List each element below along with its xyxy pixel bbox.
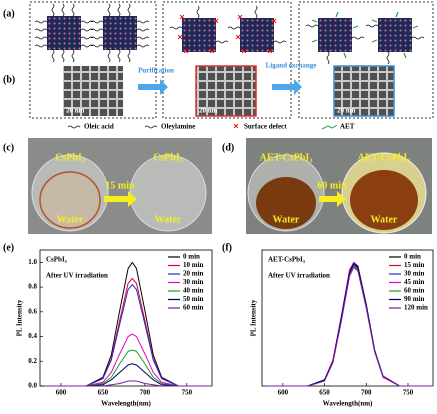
legend-icon	[144, 125, 158, 129]
panel-label: (c)	[3, 142, 14, 153]
annotation: After UV irradiation	[268, 272, 330, 280]
arrow-label: Purification	[138, 67, 174, 75]
x-tick-label: 750	[182, 389, 193, 397]
legend-text: AET	[340, 123, 355, 131]
legend-icon	[321, 124, 338, 130]
legend-text: 20 min	[183, 270, 204, 278]
photo-label: Water	[273, 214, 300, 225]
scale-bar: 20 nm	[199, 107, 218, 115]
photo-label: Water	[371, 214, 398, 225]
photo-label: CsPbI₃	[153, 152, 183, 163]
arrow-label: Ligand exchange	[266, 62, 317, 70]
nanocrystal	[170, 6, 228, 56]
x-tick-label: 700	[361, 389, 372, 397]
y-tick-label: 0.6	[28, 307, 37, 315]
series-line	[44, 380, 212, 387]
plot-frame	[39, 249, 213, 387]
box	[29, 1, 157, 119]
panel-label: (b)	[3, 74, 15, 85]
legend-text: Surface defect	[244, 123, 287, 131]
x-axis-label: Wavelength(nm)	[323, 400, 373, 408]
photo-label: AET-CsPbI₃	[358, 152, 411, 163]
legend-text: 120 min	[404, 304, 428, 312]
legend-text: 0 min	[404, 253, 421, 261]
tem-image	[63, 66, 123, 116]
arrow	[319, 191, 346, 207]
legend-text: 30 min	[183, 278, 204, 286]
legend-text: 45 min	[404, 278, 425, 286]
plot-frame	[261, 249, 434, 387]
photo-label: Water	[155, 214, 182, 225]
box	[298, 1, 434, 119]
x-tick-label: 750	[403, 389, 414, 397]
legend-text: 10 min	[183, 261, 204, 269]
legend-text: Oleic acid	[84, 123, 114, 131]
legend-text: 15 min	[404, 261, 425, 269]
series-line	[44, 349, 212, 387]
liquid	[256, 177, 316, 229]
panel-label: (d)	[222, 142, 234, 153]
legend-icon	[67, 125, 81, 129]
nanocrystal	[228, 6, 286, 56]
y-tick-label: 0.0	[28, 382, 37, 390]
legend-text: 90 min	[404, 295, 425, 303]
time-label: 15 min	[105, 180, 135, 191]
panel-label: (f)	[222, 242, 232, 253]
chart-title: CsPbI₃	[46, 256, 67, 264]
legend-text: 60 min	[183, 304, 204, 312]
panel-label: (e)	[3, 242, 14, 253]
scale-bar: 20 nm	[66, 107, 85, 115]
y-tick-label: 0.4	[28, 332, 37, 340]
x-axis-label: Wavelength(nm)	[101, 400, 151, 408]
legend-text: 50 min	[183, 295, 204, 303]
arrow	[138, 79, 168, 95]
scale-bar: 20 nm	[337, 107, 356, 115]
panel-label: (a)	[3, 8, 15, 19]
series-line	[44, 284, 212, 387]
nanocrystal	[366, 12, 424, 64]
photo-label: Water	[57, 214, 84, 225]
x-tick-label: 650	[319, 389, 330, 397]
y-tick-label: 0.8	[28, 283, 37, 291]
photo-label: AET-CsPbI₃	[260, 152, 313, 163]
y-axis-label: PL Intensity	[16, 299, 24, 336]
y-tick-label: 1.0	[28, 258, 37, 266]
tem-image	[195, 65, 257, 117]
arrow	[272, 79, 302, 95]
legend-icon: ✕	[233, 123, 239, 131]
x-tick-label: 600	[56, 389, 67, 397]
legend-text: 40 min	[183, 287, 204, 295]
legend-text: 30 min	[404, 270, 425, 278]
legend-text: Oleylamine	[161, 123, 195, 131]
photo-label: CsPbI₃	[55, 152, 85, 163]
x-tick-label: 700	[140, 389, 151, 397]
series-line	[44, 333, 212, 387]
series-line	[44, 363, 212, 387]
chart-title: AET-CsPbI₃	[268, 256, 305, 264]
series-line	[266, 266, 433, 387]
liquid	[39, 171, 101, 229]
y-axis-label: PL Intensity	[250, 299, 258, 336]
liquid	[350, 170, 418, 230]
nanocrystal	[35, 4, 93, 62]
box	[162, 1, 292, 119]
annotation: After UV irradiation	[46, 272, 108, 280]
nanocrystal	[91, 4, 149, 62]
nanocrystal	[306, 12, 364, 64]
tem-image	[333, 65, 395, 117]
x-tick-label: 650	[98, 389, 109, 397]
arrow	[104, 191, 137, 207]
x-tick-label: 600	[278, 389, 289, 397]
legend-text: 60 min	[404, 287, 425, 295]
time-label: 60 min	[317, 180, 347, 191]
legend-text: 0 min	[183, 253, 200, 261]
y-tick-label: 0.2	[28, 357, 37, 365]
